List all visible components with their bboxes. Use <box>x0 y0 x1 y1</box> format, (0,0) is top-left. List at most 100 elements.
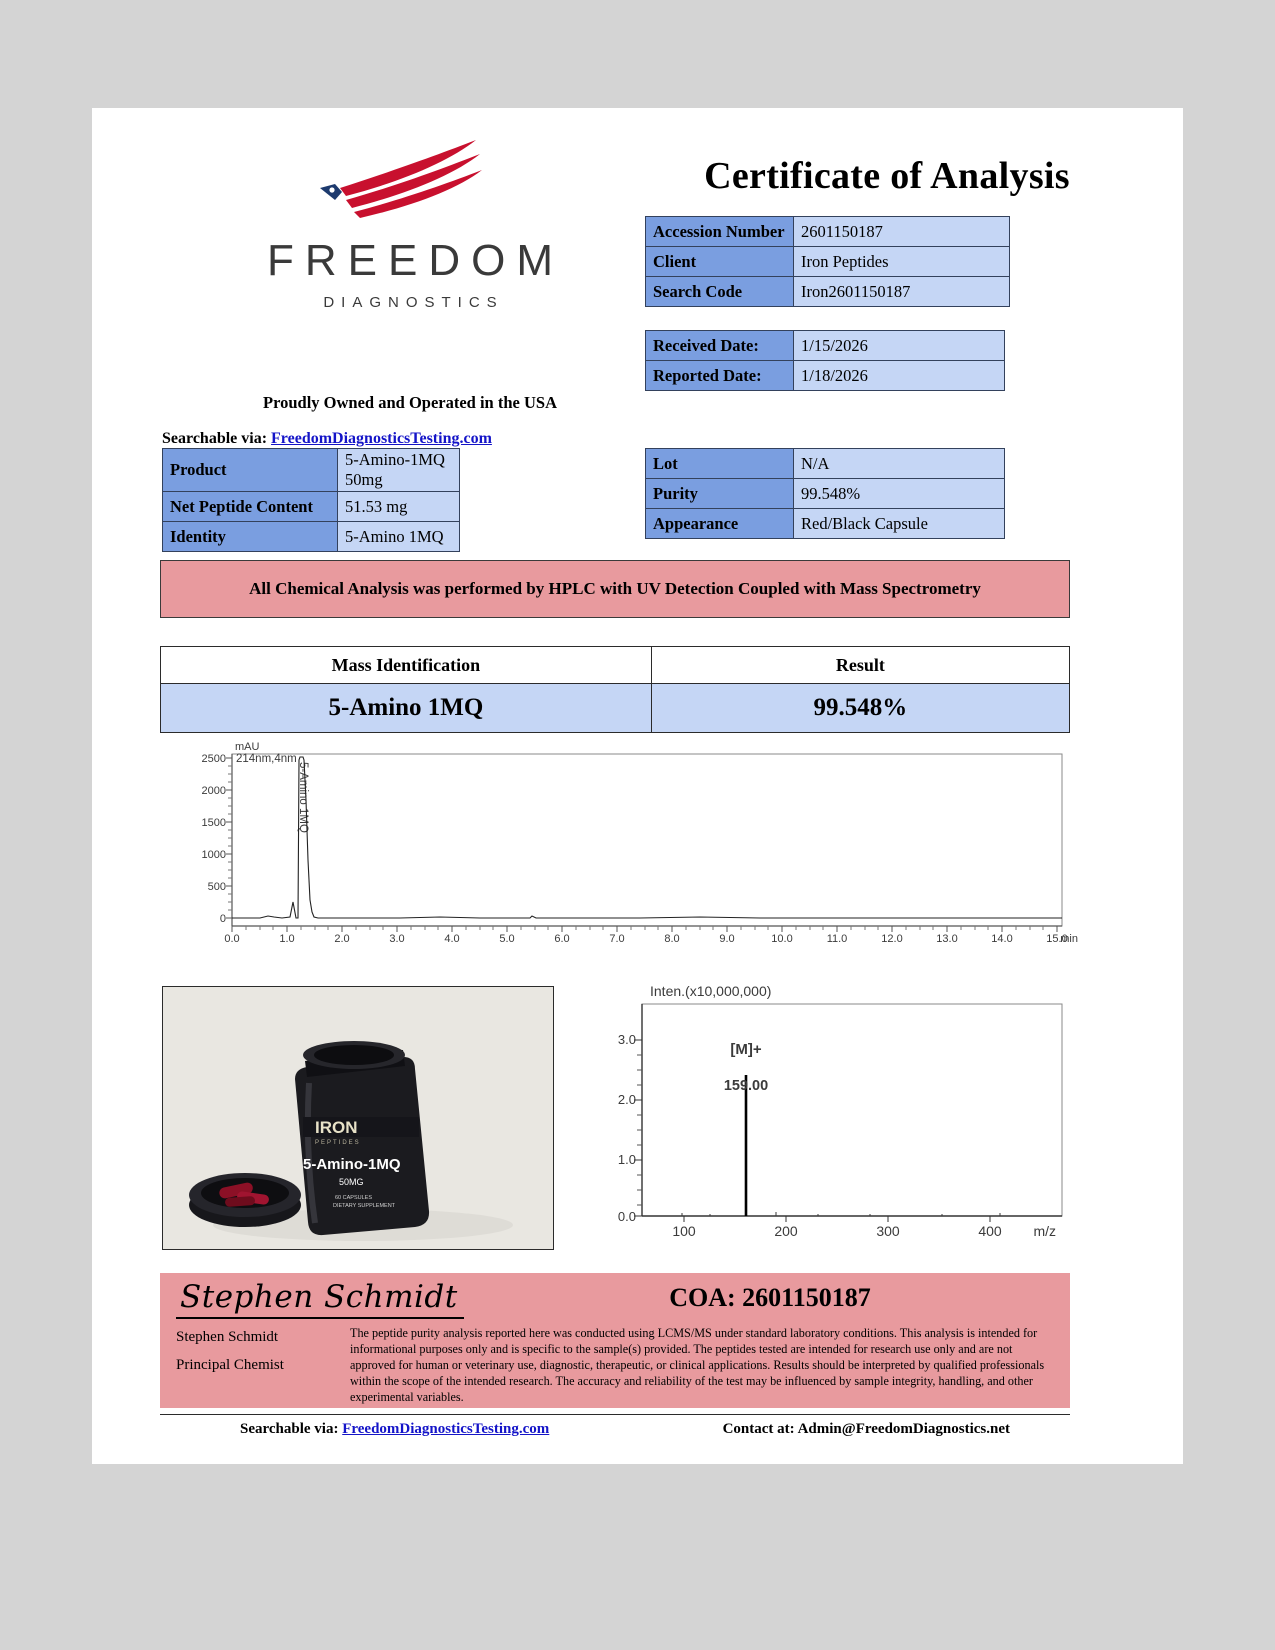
table-row: Lot N/A <box>645 448 1005 479</box>
table-header-row: Mass Identification Result <box>160 646 1071 684</box>
svg-text:min: min <box>1060 933 1078 945</box>
footer-searchable-link[interactable]: FreedomDiagnosticsTesting.com <box>342 1421 550 1437</box>
row-label: Identity <box>162 521 338 552</box>
row-value: N/A <box>793 448 1005 479</box>
column-header-result: Result <box>650 646 1071 684</box>
dates-table: Received Date: 1/15/2026 Reported Date: … <box>645 330 1005 391</box>
svg-text:3.0: 3.0 <box>618 1032 636 1047</box>
svg-text:500: 500 <box>208 881 226 893</box>
footer-searchable: Searchable via: FreedomDiagnosticsTestin… <box>240 1421 549 1438</box>
svg-text:2000: 2000 <box>202 785 226 797</box>
row-label: Appearance <box>645 508 794 539</box>
row-label: Lot <box>645 448 794 479</box>
mass-identification-table: Mass Identification Result 5-Amino 1MQ 9… <box>160 646 1071 733</box>
mass-spectrum-chart: Inten.(x10,000,000) 3.0 2.0 1.0 0.0 [M]+… <box>570 978 1075 1256</box>
table-row: Net Peptide Content 51.53 mg <box>162 491 460 522</box>
row-value: 1/18/2026 <box>793 360 1005 391</box>
table-row: Client Iron Peptides <box>645 246 1010 277</box>
usa-tagline: Proudly Owned and Operated in the USA <box>263 393 557 412</box>
signer-name: Stephen Schmidt <box>176 1329 279 1345</box>
row-value: Red/Black Capsule <box>793 508 1005 539</box>
coa-number: COA: 2601150187 <box>669 1283 871 1312</box>
svg-text:5.0: 5.0 <box>499 933 514 945</box>
svg-text:mAU: mAU <box>235 741 260 753</box>
ms-intensity-label: Inten.(x10,000,000) <box>650 983 771 999</box>
table-row: Product 5-Amino-1MQ 50mg <box>162 448 460 492</box>
svg-text:15.0: 15.0 <box>1046 933 1067 945</box>
ms-adduct-label: [M]+ <box>730 1041 761 1058</box>
svg-text:2500: 2500 <box>202 753 226 765</box>
svg-text:14.0: 14.0 <box>991 933 1012 945</box>
svg-text:400: 400 <box>978 1223 1002 1239</box>
svg-text:0.0: 0.0 <box>224 933 239 945</box>
searchable-via-header: Searchable via: FreedomDiagnosticsTestin… <box>162 430 492 448</box>
svg-text:2.0: 2.0 <box>334 933 349 945</box>
svg-text:DIETARY SUPPLEMENT: DIETARY SUPPLEMENT <box>333 1203 396 1209</box>
coa-page: FREEDOM DIAGNOSTICS Proudly Owned and Op… <box>92 108 1183 1464</box>
svg-text:6.0: 6.0 <box>554 933 569 945</box>
table-row: Purity 99.548% <box>645 478 1005 509</box>
svg-text:60 CAPSULES: 60 CAPSULES <box>335 1195 372 1201</box>
svg-text:2.0: 2.0 <box>618 1092 636 1107</box>
analysis-method-banner: All Chemical Analysis was performed by H… <box>160 560 1070 618</box>
row-label: Purity <box>645 478 794 509</box>
company-logo: FREEDOM DIAGNOSTICS <box>210 138 610 311</box>
hplc-chromatogram: 2500 2000 1500 1000 500 0 mAU 214nm,4nm … <box>140 740 1080 972</box>
svg-text:13.0: 13.0 <box>936 933 957 945</box>
row-label: Net Peptide Content <box>162 491 338 522</box>
accession-table: Accession Number 2601150187 Client Iron … <box>645 216 1010 307</box>
footer-searchable-prefix: Searchable via: <box>240 1421 339 1437</box>
svg-text:0.0: 0.0 <box>618 1209 636 1224</box>
row-label: Client <box>645 246 794 277</box>
table-row: Received Date: 1/15/2026 <box>645 330 1005 361</box>
svg-text:200: 200 <box>774 1223 798 1239</box>
product-photo: IRON PEPTIDES 5-Amino-1MQ 50MG 60 CAPSUL… <box>162 986 554 1250</box>
brand-subtitle: DIAGNOSTICS <box>323 294 504 311</box>
table-row: Accession Number 2601150187 <box>645 216 1010 247</box>
searchable-link[interactable]: FreedomDiagnosticsTesting.com <box>271 430 492 447</box>
svg-text:7.0: 7.0 <box>609 933 624 945</box>
row-value: Iron2601150187 <box>793 276 1010 307</box>
svg-text:12.0: 12.0 <box>881 933 902 945</box>
svg-text:PEPTIDES: PEPTIDES <box>315 1140 361 1146</box>
row-value: 5-Amino-1MQ 50mg <box>337 448 460 492</box>
svg-text:9.0: 9.0 <box>719 933 734 945</box>
row-value: 99.548% <box>793 478 1005 509</box>
page-title: Certificate of Analysis <box>704 155 1070 197</box>
signature-block: Stephen Schmidt Stephen Schmidt Principa… <box>160 1273 1070 1408</box>
svg-text:50MG: 50MG <box>339 1177 364 1187</box>
product-table: Product 5-Amino-1MQ 50mg Net Peptide Con… <box>162 448 460 552</box>
row-label: Product <box>162 448 338 492</box>
column-header-mass-identification: Mass Identification <box>160 646 652 684</box>
searchable-prefix: Searchable via: <box>162 430 268 447</box>
row-label: Received Date: <box>645 330 794 361</box>
svg-text:IRON: IRON <box>315 1118 358 1137</box>
disclaimer-text: The peptide purity analysis reported her… <box>350 1326 1045 1405</box>
flag-swoosh-icon <box>280 138 540 234</box>
svg-text:8.0: 8.0 <box>664 933 679 945</box>
svg-text:10.0: 10.0 <box>771 933 792 945</box>
row-value: 1/15/2026 <box>793 330 1005 361</box>
row-value: 5-Amino 1MQ <box>337 521 460 552</box>
svg-text:0: 0 <box>220 913 226 925</box>
signature-image: Stephen Schmidt <box>176 1279 464 1319</box>
table-row: Appearance Red/Black Capsule <box>645 508 1005 539</box>
svg-text:3.0: 3.0 <box>389 933 404 945</box>
svg-text:1000: 1000 <box>202 849 226 861</box>
svg-text:1500: 1500 <box>202 817 226 829</box>
table-row: Search Code Iron2601150187 <box>645 276 1010 307</box>
row-label: Accession Number <box>645 216 794 247</box>
signer-role: Principal Chemist <box>176 1357 284 1373</box>
table-row: Identity 5-Amino 1MQ <box>162 521 460 552</box>
mass-identification-value: 5-Amino 1MQ <box>160 683 652 733</box>
row-value: 51.53 mg <box>337 491 460 522</box>
row-label: Reported Date: <box>645 360 794 391</box>
svg-text:300: 300 <box>876 1223 900 1239</box>
trace-label: 214nm,4nm <box>236 753 297 765</box>
svg-text:1.0: 1.0 <box>618 1152 636 1167</box>
document-header: FREEDOM DIAGNOSTICS Proudly Owned and Op… <box>92 108 1183 552</box>
ms-peak-mz-label: 159.00 <box>724 1078 768 1094</box>
row-value: Iron Peptides <box>793 246 1010 277</box>
svg-text:4.0: 4.0 <box>444 933 459 945</box>
row-label: Search Code <box>645 276 794 307</box>
